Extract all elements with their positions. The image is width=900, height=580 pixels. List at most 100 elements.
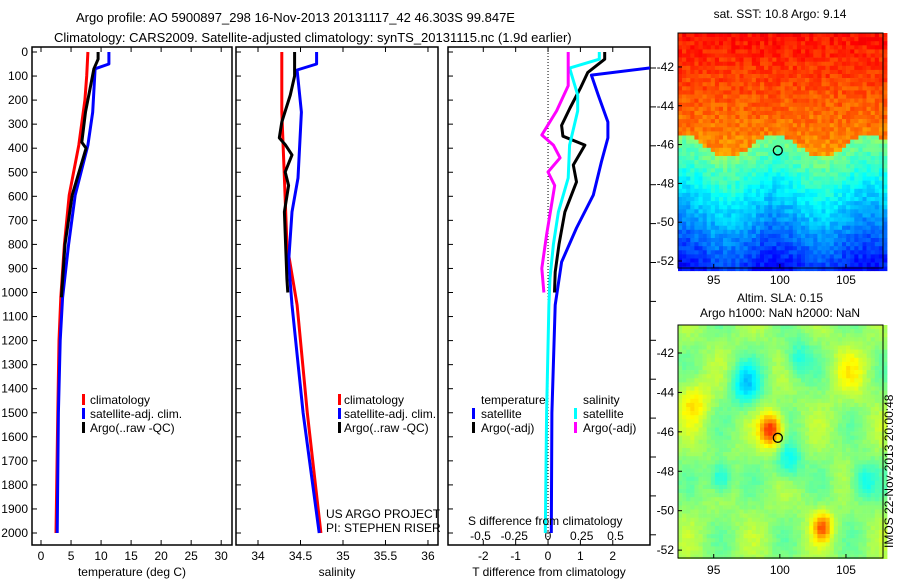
map-cell — [686, 325, 691, 330]
map-cell — [801, 86, 806, 91]
map-cell — [690, 106, 695, 112]
map-cell — [809, 254, 814, 259]
map-cell — [784, 238, 789, 243]
map-cell — [690, 209, 695, 214]
map-cell — [842, 370, 847, 375]
map-cell — [813, 370, 818, 375]
map-cell — [731, 233, 736, 239]
map-cell — [866, 53, 871, 58]
map-cell — [837, 147, 843, 153]
map-cell — [706, 164, 712, 169]
map-cell — [833, 394, 839, 400]
map-cell — [874, 127, 880, 132]
map-cell — [788, 45, 794, 50]
map-cell — [706, 258, 712, 263]
map-cell — [792, 378, 798, 383]
map-cell — [723, 337, 728, 342]
map-cell — [866, 156, 871, 161]
map-cell — [751, 266, 757, 272]
map-cell — [727, 452, 732, 457]
map-cell — [805, 74, 810, 79]
map-cell — [768, 82, 773, 87]
map-cell — [846, 213, 851, 218]
map-cell — [878, 456, 884, 461]
map-cell — [678, 160, 683, 165]
map-cell — [874, 78, 880, 83]
map-cell — [727, 213, 732, 218]
map-cell — [850, 258, 855, 263]
map-cell — [862, 238, 867, 243]
map-cell — [772, 201, 777, 206]
map-cell — [883, 205, 888, 210]
map-cell — [809, 78, 814, 83]
map-cell — [850, 353, 855, 359]
map-cell — [698, 45, 703, 50]
map-cell — [710, 221, 716, 226]
map-cell — [714, 411, 720, 416]
map-cell — [764, 382, 769, 387]
map-cell — [710, 345, 716, 350]
map-cell — [854, 329, 859, 334]
map-cell — [714, 61, 720, 67]
map-cell — [829, 262, 835, 267]
map-cell — [862, 192, 867, 198]
map-cell — [776, 123, 781, 128]
map-cell — [842, 266, 847, 272]
map-cell — [801, 41, 806, 46]
map-cell — [735, 353, 740, 359]
map-cell — [846, 53, 851, 58]
map-cell — [743, 106, 748, 112]
map-cell — [772, 456, 777, 461]
map-cell — [874, 197, 880, 202]
map-cell — [833, 65, 839, 71]
map-cell — [825, 407, 830, 412]
map-cell — [796, 225, 802, 231]
map-cell — [821, 452, 826, 457]
map-cell — [805, 353, 810, 359]
map-cell — [760, 192, 765, 198]
map-cell — [780, 106, 785, 112]
map-cell — [727, 456, 732, 461]
map-cell — [846, 188, 851, 194]
map-cell — [682, 250, 687, 255]
map-cell — [719, 374, 724, 379]
map-cell — [751, 78, 757, 83]
map-cell — [883, 201, 888, 206]
map-cell — [858, 415, 863, 420]
map-cell — [821, 419, 826, 424]
map-cell — [735, 82, 740, 87]
map-cell — [862, 127, 867, 132]
map-cell — [858, 151, 863, 157]
map-cell — [792, 45, 798, 50]
map-cell — [874, 205, 880, 210]
map-cell — [801, 394, 806, 400]
map-cell — [813, 325, 818, 330]
legend-label: Argo(-adj) — [481, 421, 534, 435]
map-cell — [694, 254, 699, 259]
map-cell — [780, 225, 785, 231]
map-cell — [805, 233, 810, 239]
map-cell — [710, 431, 716, 436]
map-cell — [796, 82, 802, 87]
map-cell — [682, 325, 687, 330]
map-cell — [846, 370, 851, 375]
map-cell — [878, 127, 884, 132]
map-cell — [764, 213, 769, 218]
map-cell — [796, 37, 802, 42]
map-cell — [837, 123, 843, 128]
map-cell — [788, 415, 794, 420]
map-cell — [829, 415, 835, 420]
map-cell — [760, 201, 765, 206]
map-cell — [878, 110, 884, 116]
map-cell — [723, 41, 728, 46]
map-cell — [801, 106, 806, 112]
map-cell — [780, 333, 785, 338]
map-cell — [710, 205, 716, 210]
map-cell — [731, 221, 736, 226]
map-cell — [714, 213, 720, 218]
map-cell — [854, 361, 859, 367]
map-cell — [846, 90, 851, 95]
map-cell — [821, 439, 826, 445]
map-cell — [776, 94, 781, 99]
map-cell — [706, 402, 712, 408]
